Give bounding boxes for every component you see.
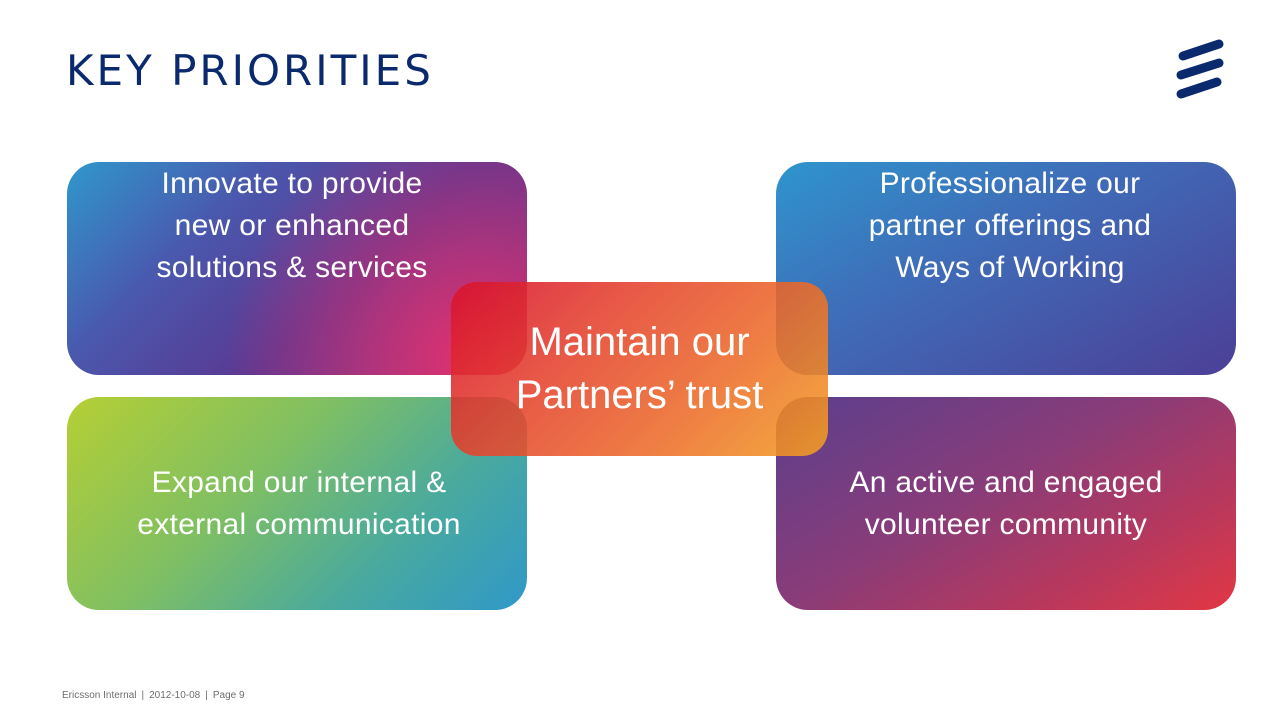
priority-box-professionalize: Professionalize our partner offerings an…: [776, 162, 1236, 375]
center-priority-text: Maintain our Partners’ trust: [515, 320, 764, 417]
slide-footer: Ericsson Internal | 2012-10-08 | Page 9: [62, 690, 245, 701]
footer-date: 2012-10-08: [149, 690, 201, 701]
priority-box-text: An active and engaged volunteer communit…: [849, 466, 1163, 541]
footer-separator: |: [141, 690, 145, 701]
priority-box-text: Professionalize our partner offerings an…: [868, 167, 1152, 284]
priority-box-text: Innovate to provide new or enhanced solu…: [156, 167, 428, 284]
priority-box-community: An active and engaged volunteer communit…: [776, 397, 1236, 610]
footer-separator: |: [205, 690, 208, 701]
priority-box-communication: Expand our internal & external communica…: [67, 397, 527, 610]
ericsson-logo-icon: [1176, 39, 1224, 99]
footer-page-number: Page 9: [212, 690, 245, 701]
footer-classification: Ericsson Internal: [62, 690, 137, 701]
priority-box-innovate: Innovate to provide new or enhanced solu…: [67, 162, 527, 375]
center-priority-box: Maintain our Partners’ trust: [451, 282, 828, 456]
slide-title: KEY PRIORITIES: [66, 46, 434, 95]
priority-box-text: Expand our internal & external communica…: [137, 466, 461, 541]
